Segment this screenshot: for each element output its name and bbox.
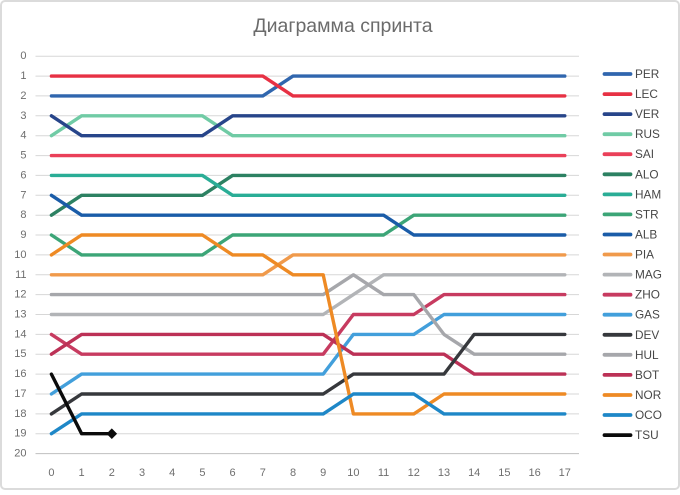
svg-text:3: 3	[139, 467, 145, 479]
svg-text:10: 10	[14, 249, 26, 261]
svg-text:7: 7	[260, 467, 266, 479]
svg-text:1: 1	[79, 467, 85, 479]
svg-text:7: 7	[20, 189, 26, 201]
svg-text:17: 17	[14, 388, 26, 400]
svg-text:RUS: RUS	[635, 127, 660, 141]
svg-text:18: 18	[14, 408, 26, 420]
svg-text:19: 19	[14, 428, 26, 440]
svg-text:NOR: NOR	[635, 388, 661, 402]
svg-text:4: 4	[20, 130, 26, 142]
svg-text:14: 14	[468, 467, 480, 479]
svg-text:16: 16	[14, 368, 26, 380]
svg-text:TSU: TSU	[635, 428, 659, 442]
svg-text:8: 8	[20, 209, 26, 221]
svg-text:1: 1	[20, 70, 26, 82]
svg-text:PIA: PIA	[635, 248, 654, 262]
svg-text:3: 3	[20, 110, 26, 122]
svg-text:LEC: LEC	[635, 87, 658, 101]
svg-text:HUL: HUL	[635, 348, 659, 362]
svg-text:2: 2	[20, 90, 26, 102]
svg-text:17: 17	[559, 467, 571, 479]
svg-text:VER: VER	[635, 107, 659, 121]
svg-text:0: 0	[20, 50, 26, 62]
svg-text:20: 20	[14, 448, 26, 460]
svg-text:HAM: HAM	[635, 187, 661, 201]
svg-text:Диаграмма спринта: Диаграмма спринта	[253, 15, 432, 37]
svg-text:2: 2	[109, 467, 115, 479]
svg-text:16: 16	[528, 467, 540, 479]
svg-text:BOT: BOT	[635, 368, 659, 382]
svg-text:0: 0	[48, 467, 54, 479]
svg-text:12: 12	[408, 467, 420, 479]
svg-text:DEV: DEV	[635, 328, 659, 342]
svg-text:ALB: ALB	[635, 228, 657, 242]
svg-text:13: 13	[14, 309, 26, 321]
svg-text:8: 8	[290, 467, 296, 479]
svg-text:4: 4	[169, 467, 175, 479]
svg-text:14: 14	[14, 328, 26, 340]
svg-text:5: 5	[20, 150, 26, 162]
svg-text:ZHO: ZHO	[635, 288, 660, 302]
svg-text:6: 6	[20, 169, 26, 181]
svg-text:OCO: OCO	[635, 408, 662, 422]
svg-text:12: 12	[14, 289, 26, 301]
svg-text:PER: PER	[635, 67, 659, 81]
svg-text:9: 9	[20, 229, 26, 241]
svg-text:ALO: ALO	[635, 167, 659, 181]
svg-text:6: 6	[230, 467, 236, 479]
svg-text:SAI: SAI	[635, 147, 654, 161]
svg-text:5: 5	[199, 467, 205, 479]
svg-text:MAG: MAG	[635, 268, 662, 282]
svg-text:10: 10	[347, 467, 359, 479]
svg-text:15: 15	[14, 348, 26, 360]
svg-text:GAS: GAS	[635, 308, 660, 322]
svg-text:15: 15	[498, 467, 510, 479]
svg-text:13: 13	[438, 467, 450, 479]
svg-text:9: 9	[320, 467, 326, 479]
svg-text:11: 11	[15, 269, 26, 281]
svg-text:11: 11	[378, 467, 389, 479]
svg-text:STR: STR	[635, 207, 659, 221]
